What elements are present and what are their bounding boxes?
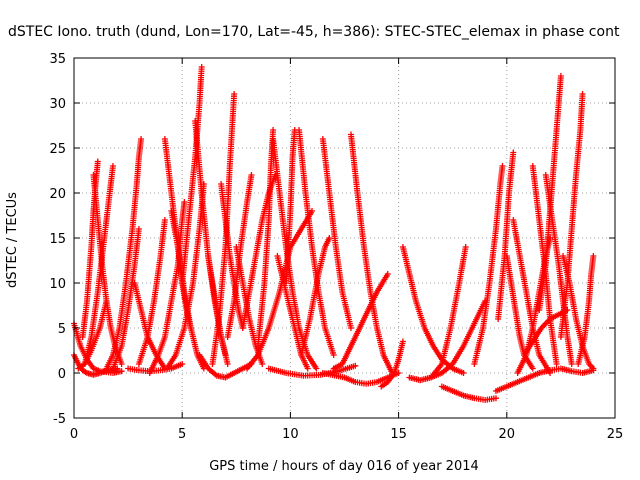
data-point: [313, 365, 320, 372]
y-tick-label: 15: [49, 232, 66, 247]
data-point: [462, 244, 469, 250]
data-point: [492, 395, 499, 402]
data-point: [135, 226, 142, 232]
data-point: [399, 338, 406, 345]
data-point: [224, 361, 231, 367]
data-point: [309, 208, 316, 214]
data-point: [179, 361, 186, 367]
data-point: [304, 365, 311, 372]
data-point: [248, 172, 255, 178]
data-point: [510, 149, 517, 156]
data-point: [347, 325, 354, 331]
data-point: [222, 352, 229, 358]
data-point: [590, 367, 597, 374]
y-tick-label: 0: [58, 367, 66, 382]
data-point: [460, 370, 467, 376]
data-point: [138, 136, 145, 142]
data-point: [579, 91, 586, 97]
x-tick-label: 5: [178, 427, 186, 442]
data-point: [499, 163, 506, 169]
data-point: [326, 235, 333, 241]
data-point: [553, 361, 560, 367]
data-point: [103, 298, 110, 304]
x-tick-label: 15: [390, 427, 407, 442]
y-tick-label: 5: [58, 322, 66, 337]
data-point: [187, 325, 194, 331]
y-tick-label: 20: [49, 187, 66, 202]
x-axis-label: GPS time / hours of day 016 of year 2014: [209, 459, 479, 474]
y-tick-label: 10: [49, 277, 66, 292]
data-point: [352, 362, 359, 369]
data-point: [94, 158, 101, 165]
x-tick-label: 10: [282, 427, 299, 442]
y-axis-label: dSTEC / TECUs: [5, 192, 20, 288]
data-point: [161, 217, 168, 223]
data-point: [109, 163, 116, 169]
data-point: [231, 91, 238, 97]
data-point: [118, 368, 125, 375]
y-tick-label: 30: [49, 97, 66, 112]
chart-title: dSTEC Iono. truth (dund, Lon=170, Lat=-4…: [8, 24, 620, 40]
data-point: [118, 361, 125, 367]
data-point: [568, 361, 575, 367]
data-point: [270, 127, 277, 133]
data-point: [259, 361, 266, 367]
data-point: [590, 253, 597, 259]
y-tick-label: 35: [49, 52, 66, 67]
data-point: [557, 73, 564, 79]
x-tick-label: 25: [607, 427, 624, 442]
ticks: 0 5 10 15 20 25 -5 0 5 10 15 20 25 30 35: [49, 52, 623, 442]
data-point: [198, 64, 205, 70]
x-tick-label: 20: [499, 427, 516, 442]
data-point: [181, 199, 188, 205]
data-point: [384, 271, 391, 277]
data-points: [71, 64, 597, 403]
data-point: [529, 365, 536, 372]
data-point: [330, 352, 337, 358]
data-point: [564, 307, 571, 313]
y-tick-label: 25: [49, 142, 66, 157]
y-tick-label: -5: [53, 412, 66, 427]
x-tick-label: 0: [70, 427, 78, 442]
